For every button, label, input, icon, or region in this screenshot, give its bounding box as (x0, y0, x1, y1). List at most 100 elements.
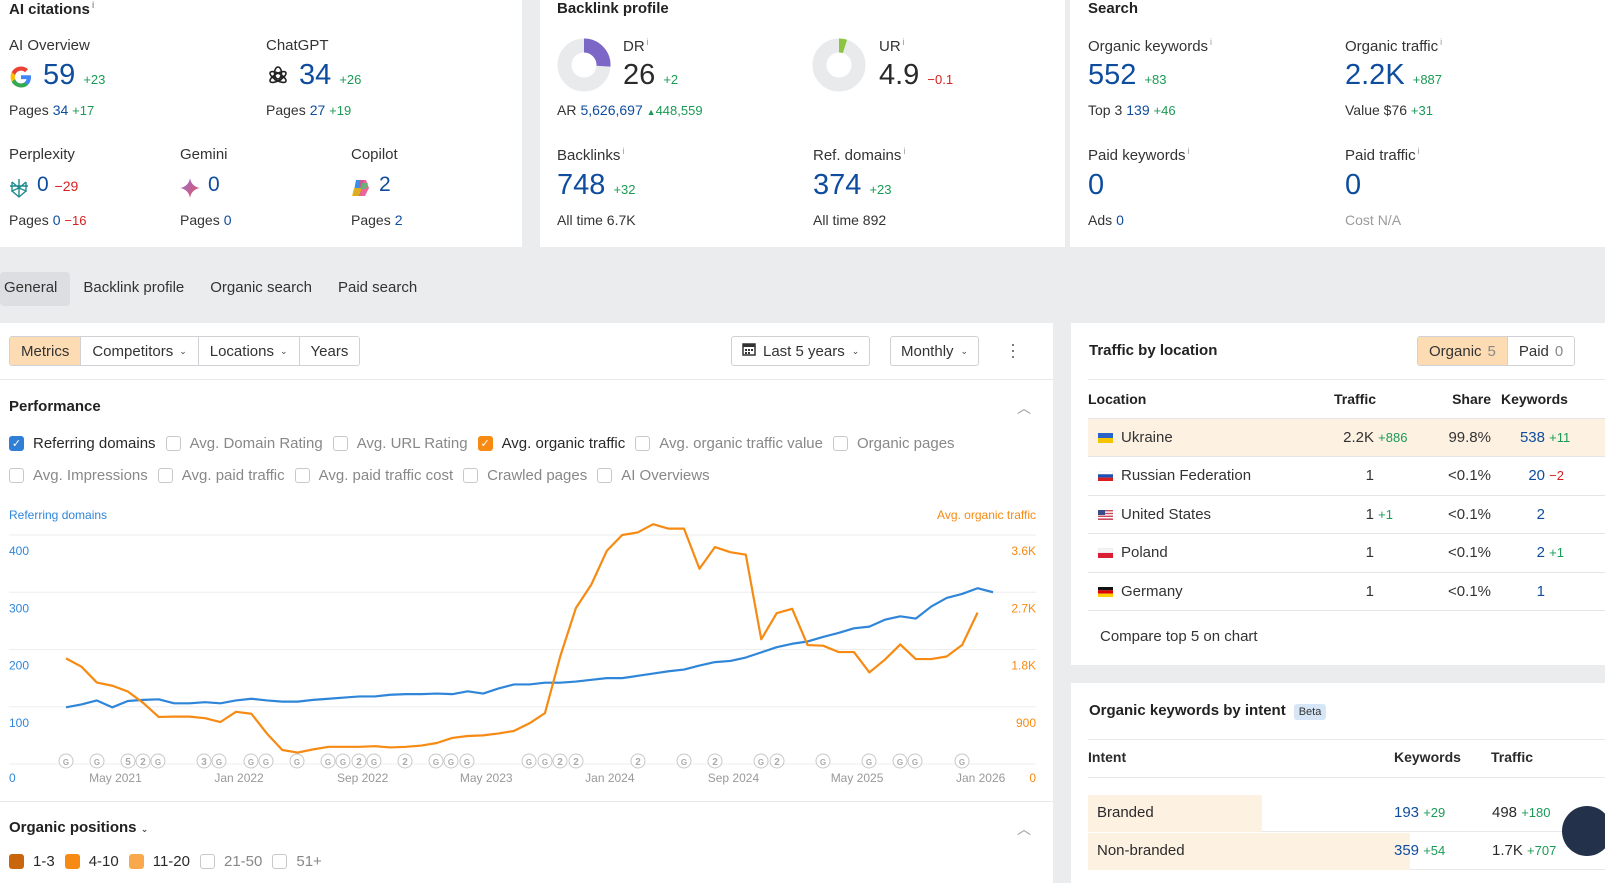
ai-overview-value[interactable]: 59 +23 (43, 59, 106, 91)
metric-checkbox-0[interactable]: Avg. Impressions (9, 467, 148, 484)
collapse-icon[interactable]: ︿ (1017, 400, 1031, 416)
keywords-value[interactable]: 538 (1519, 428, 1545, 446)
event-marker-label: G (263, 758, 269, 767)
x-tick-label: May 2021 (89, 771, 142, 785)
paid-keywords-label: Paid keywords i (1088, 146, 1190, 164)
metric-checkbox-3[interactable]: ✓ Avg. organic traffic (477, 435, 625, 452)
gemini-value[interactable]: 0 (208, 173, 220, 196)
organic-positions-title[interactable]: Organic positions ⌄ (9, 819, 149, 836)
table-row[interactable]: Poland 1 <0.1% 2 +1 (1088, 533, 1605, 573)
checkbox-label: Avg. Domain Rating (189, 435, 323, 452)
table-row[interactable]: Germany 1 <0.1% 1 (1088, 572, 1605, 611)
col-intent[interactable]: Intent (1088, 749, 1127, 765)
position-legend-4[interactable]: 51+ (272, 853, 322, 870)
share-value: <0.1% (1429, 495, 1493, 534)
top3-keywords: Top 3 139 +46 (1088, 102, 1176, 118)
beta-badge: Beta (1293, 704, 1327, 720)
perplexity-value[interactable]: 0 −29 (37, 173, 79, 196)
event-marker-google-update (320, 753, 336, 769)
organic-traffic-value[interactable]: 2.2K +887 (1345, 59, 1443, 91)
metric-checkbox-4[interactable]: Avg. organic traffic value (635, 435, 823, 452)
metric-checkbox-5[interactable]: Organic pages (832, 435, 955, 452)
table-row[interactable]: United States 1 +1 <0.1% 2 (1088, 495, 1605, 534)
left-tick-label: 300 (9, 601, 29, 615)
metric-checkbox-2[interactable]: Avg. paid traffic cost (294, 467, 453, 484)
toggle-organic[interactable]: Organic 5 (1418, 337, 1508, 365)
interval-dropdown[interactable]: Monthly ⌄ (890, 336, 980, 366)
perplexity-pages: Pages 0 −16 (9, 212, 87, 228)
traffic-by-location-title: Traffic by location (1089, 342, 1218, 359)
chatgpt-value[interactable]: 34 +26 (299, 59, 362, 91)
intent-keywords[interactable]: 193 +29 (1394, 804, 1446, 821)
tab-backlink-profile[interactable]: Backlink profile (83, 279, 185, 296)
table-row[interactable]: Ukraine 2.2K +886 99.8% 538 +11 (1088, 418, 1605, 457)
copilot-value[interactable]: 2 (379, 173, 391, 196)
ref-domains-value[interactable]: 374 +23 (813, 169, 892, 201)
ai-citations-card: AI citations i AI Overview 59 +23 Pages 34… (0, 0, 522, 247)
flag-pl-icon (1098, 548, 1113, 559)
compare-top5-link[interactable]: Compare top 5 on chart (1100, 628, 1258, 645)
location-table: Location Traffic Share Keywords Ukraine … (1088, 380, 1605, 611)
chevron-down-icon: ⌄ (851, 345, 860, 356)
segment-locations[interactable]: Locations ⌄ (198, 337, 300, 365)
keywords-value[interactable]: 2 (1536, 544, 1545, 562)
chat-launcher-button[interactable] (1562, 806, 1605, 856)
segment-years[interactable]: Years (299, 337, 360, 365)
tab-general[interactable]: General (0, 272, 71, 306)
date-range-dropdown[interactable]: Last 5 years ⌄ (731, 336, 871, 366)
country-name[interactable]: Poland (1121, 544, 1168, 562)
event-marker-label: 2 (573, 757, 579, 768)
traffic-value: Value $76 +31 (1345, 102, 1433, 118)
position-legend-0[interactable]: 1-3 (9, 853, 55, 870)
col-keywords[interactable]: Keywords (1394, 749, 1461, 765)
flag-ua-icon (1098, 432, 1113, 443)
keywords-value[interactable]: 1 (1536, 582, 1545, 600)
segment-competitors[interactable]: Competitors ⌄ (81, 337, 199, 365)
intent-row[interactable]: Branded 193 +29 498 +180 (1088, 795, 1605, 832)
traffic-value: 1 (1365, 544, 1374, 562)
country-name[interactable]: United States (1121, 505, 1212, 523)
col-location[interactable]: Location (1088, 380, 1334, 419)
metric-checkbox-1[interactable]: Avg. Domain Rating (165, 435, 323, 452)
metric-checkbox-0[interactable]: ✓ Referring domains (9, 435, 156, 452)
col-share[interactable]: Share (1429, 380, 1493, 419)
col-keywords[interactable]: Keywords (1493, 380, 1605, 419)
col-traffic[interactable]: Traffic (1491, 749, 1534, 765)
metric-checkbox-3[interactable]: Crawled pages (463, 467, 587, 484)
country-name[interactable]: Germany (1121, 582, 1183, 600)
checkbox-box (157, 468, 173, 483)
metric-checkbox-1[interactable]: Avg. paid traffic (157, 467, 285, 484)
more-options-icon[interactable]: · · · (1010, 334, 1016, 366)
copilot-label: Copilot (351, 146, 398, 163)
tab-organic-search[interactable]: Organic search (210, 279, 312, 296)
tab-paid-search[interactable]: Paid search (337, 279, 418, 296)
backlinks-value[interactable]: 748 +32 (557, 169, 636, 201)
info-icon[interactable]: i (91, 0, 95, 10)
position-legend-3[interactable]: 21-50 (199, 853, 262, 870)
table-row[interactable]: Russian Federation 1 <0.1% 20 −2 (1088, 456, 1605, 496)
col-traffic[interactable]: Traffic (1334, 380, 1429, 419)
position-legend-1[interactable]: 4-10 (64, 853, 119, 870)
divider (0, 801, 1053, 802)
metric-checkbox-2[interactable]: Avg. URL Rating (332, 435, 468, 452)
checkmark-icon: ✓ (9, 436, 24, 451)
chevron-down-icon: ⌄ (960, 345, 969, 356)
backlinks-all-time: All time 6.7K (557, 212, 636, 228)
paid-traffic-value[interactable]: 0 (1345, 169, 1362, 201)
intent-keywords[interactable]: 359 +54 (1394, 842, 1446, 859)
event-marker-label: G (526, 758, 532, 767)
segment-metrics[interactable]: Metrics (10, 337, 82, 365)
organic-keywords-value[interactable]: 552 +83 (1088, 59, 1167, 91)
country-name[interactable]: Russian Federation (1121, 467, 1252, 485)
collapse-icon[interactable]: ︿ (1017, 821, 1031, 837)
keywords-value[interactable]: 20 (1528, 467, 1545, 485)
toggle-paid[interactable]: Paid 0 (1507, 337, 1575, 365)
keywords-value[interactable]: 2 (1536, 505, 1545, 523)
position-legend-2[interactable]: 11-20 (128, 853, 190, 870)
event-marker-label: G (340, 758, 346, 767)
country-name[interactable]: Ukraine (1121, 428, 1173, 446)
metric-checkbox-4[interactable]: AI Overviews (597, 467, 710, 484)
intent-row[interactable]: Non-branded 359 +54 1.7K +707 (1088, 833, 1605, 870)
organic-keywords-label: Organic keywords i (1088, 37, 1213, 55)
paid-keywords-value[interactable]: 0 (1088, 169, 1105, 201)
